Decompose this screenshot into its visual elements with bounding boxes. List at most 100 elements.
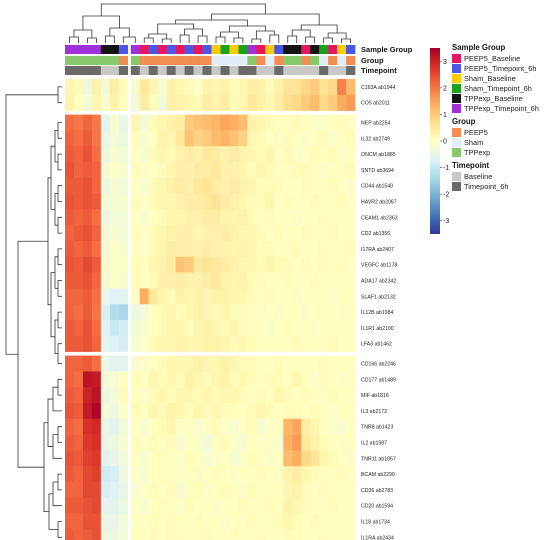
heatmap-cell bbox=[157, 355, 167, 372]
dendrogram-link bbox=[54, 193, 58, 226]
heatmap-cell bbox=[73, 513, 84, 530]
annotation-cell bbox=[238, 45, 248, 54]
heatmap-cell bbox=[82, 434, 93, 451]
heatmap-cell bbox=[148, 497, 158, 514]
heatmap-cell bbox=[65, 146, 75, 163]
heatmap-cell bbox=[139, 418, 150, 435]
heatmap-cell bbox=[283, 241, 293, 258]
heatmap-cell bbox=[65, 418, 75, 435]
heatmap-cell bbox=[157, 418, 167, 435]
heatmap-cell bbox=[91, 497, 102, 514]
heatmap-cell bbox=[229, 403, 239, 420]
heatmap-cell bbox=[274, 304, 284, 321]
heatmap-cell bbox=[193, 146, 203, 163]
legend-swatch bbox=[452, 54, 461, 63]
heatmap-cell bbox=[130, 418, 141, 435]
dendrogram-link bbox=[5, 94, 58, 355]
heatmap-cell bbox=[337, 130, 347, 147]
heatmap-cell bbox=[319, 94, 329, 111]
heatmap-cell bbox=[265, 304, 275, 321]
heatmap-cell bbox=[82, 371, 93, 388]
heatmap-cell bbox=[139, 288, 150, 305]
heatmap-cell bbox=[283, 209, 293, 226]
heatmap-cell bbox=[148, 466, 158, 483]
heatmap-cell bbox=[301, 335, 311, 352]
heatmap-cell bbox=[292, 387, 302, 404]
heatmap-cell bbox=[100, 482, 111, 499]
heatmap-cell bbox=[229, 272, 239, 289]
heatmap-cell bbox=[256, 79, 266, 96]
heatmap-cell bbox=[184, 320, 194, 337]
heatmap-cell bbox=[319, 162, 329, 179]
heatmap-cell bbox=[202, 387, 212, 404]
annotation-cell bbox=[274, 56, 284, 65]
heatmap-cell bbox=[346, 256, 356, 273]
heatmap-cell bbox=[229, 335, 239, 352]
heatmap-cell bbox=[130, 335, 141, 352]
heatmap-cell bbox=[337, 162, 347, 179]
heatmap-cell bbox=[148, 193, 158, 210]
heatmap-cell bbox=[139, 387, 150, 404]
heatmap-cell bbox=[118, 209, 129, 226]
heatmap-cell bbox=[256, 466, 266, 483]
heatmap-cell bbox=[166, 130, 176, 147]
heatmap-cell bbox=[220, 272, 230, 289]
heatmap-cell bbox=[193, 94, 203, 111]
heatmap-cell bbox=[220, 288, 230, 305]
annotation-cell bbox=[328, 66, 338, 75]
heatmap-cell bbox=[346, 403, 356, 420]
heatmap-cell bbox=[310, 513, 320, 530]
heatmap-cell bbox=[148, 130, 158, 147]
heatmap-cell bbox=[301, 272, 311, 289]
heatmap-cell bbox=[229, 387, 239, 404]
heatmap-cell bbox=[247, 418, 257, 435]
heatmap-cell bbox=[139, 256, 150, 273]
heatmap-cell bbox=[109, 418, 120, 435]
legend-swatch bbox=[452, 128, 461, 137]
heatmap-cell bbox=[193, 288, 203, 305]
heatmap-cell bbox=[301, 387, 311, 404]
heatmap-cell bbox=[337, 482, 347, 499]
heatmap-cell bbox=[202, 418, 212, 435]
heatmap-cell bbox=[283, 513, 293, 530]
heatmap-cell bbox=[211, 288, 221, 305]
annotation-cell bbox=[301, 45, 311, 54]
heatmap-cells bbox=[65, 79, 356, 540]
annotation-cell bbox=[238, 56, 248, 65]
heatmap-cell bbox=[337, 403, 347, 420]
row-label: CEAM1 ab2363 bbox=[361, 215, 398, 221]
heatmap-cell bbox=[82, 130, 93, 147]
heatmap-cell bbox=[157, 162, 167, 179]
annotation-cell bbox=[157, 45, 167, 54]
heatmap-cell bbox=[73, 371, 84, 388]
heatmap-cell bbox=[65, 162, 75, 179]
dendrogram-link bbox=[122, 36, 136, 43]
heatmap-cell bbox=[130, 482, 141, 499]
annotation-cell bbox=[184, 66, 194, 75]
heatmap-cell bbox=[301, 513, 311, 530]
heatmap-cell bbox=[202, 241, 212, 258]
heatmap-cell bbox=[91, 193, 102, 210]
heatmap-cell bbox=[82, 177, 93, 194]
heatmap-cell bbox=[82, 256, 93, 273]
heatmap-cell bbox=[265, 193, 275, 210]
heatmap-cell bbox=[346, 387, 356, 404]
heatmap-cell bbox=[283, 79, 293, 96]
annotation-cell bbox=[175, 56, 185, 65]
heatmap-cell bbox=[65, 241, 75, 258]
heatmap-cell bbox=[319, 403, 329, 420]
annotation-cell bbox=[256, 45, 266, 54]
heatmap-cell bbox=[319, 288, 329, 305]
heatmap-cell bbox=[65, 304, 75, 321]
heatmap-cell bbox=[238, 513, 248, 530]
row-label: HAVR2 ab2067 bbox=[361, 200, 397, 206]
row-label: CD166 ab2246 bbox=[361, 362, 396, 368]
heatmap-cell bbox=[247, 256, 257, 273]
dendrogram-link bbox=[269, 34, 280, 43]
heatmap-cell bbox=[247, 209, 257, 226]
heatmap-cell bbox=[175, 434, 185, 451]
heatmap-cell bbox=[319, 450, 329, 467]
heatmap-cell bbox=[292, 355, 302, 372]
heatmap-cell bbox=[337, 177, 347, 194]
heatmap-cell bbox=[337, 387, 347, 404]
